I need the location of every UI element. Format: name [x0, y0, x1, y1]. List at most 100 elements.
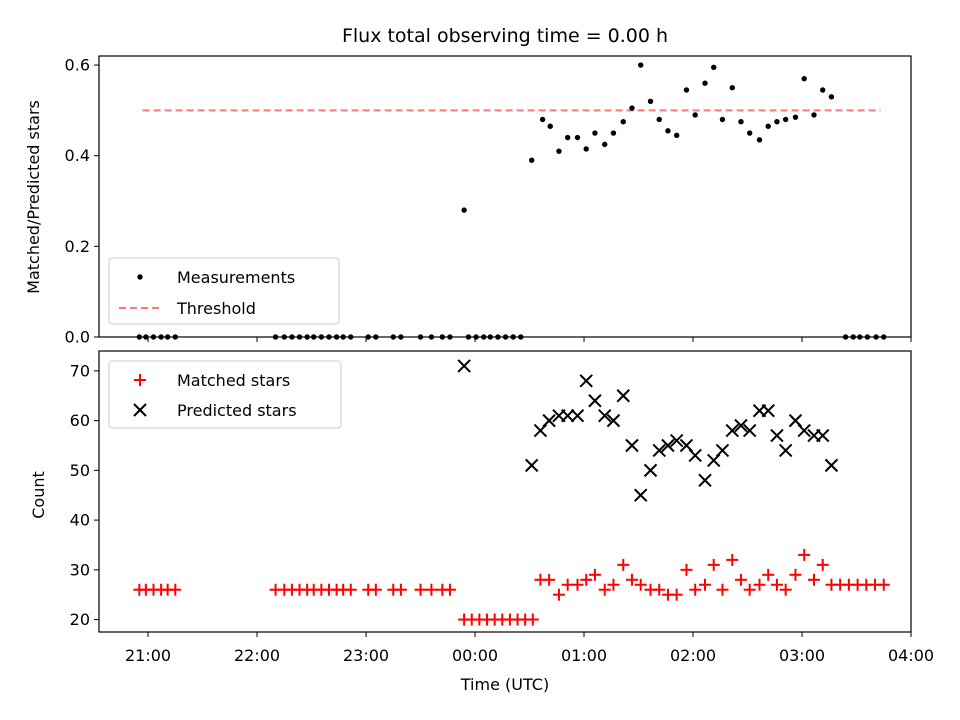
predicted-stars-point	[669, 433, 684, 448]
matched-stars-point	[770, 578, 783, 591]
measurement-point	[792, 114, 799, 120]
measurement-point	[647, 98, 654, 105]
measurement-point	[801, 75, 807, 82]
legend-measurements-marker	[137, 274, 143, 280]
matched-stars-point	[394, 583, 407, 596]
chart-title: Flux total observing time = 0.00 h	[342, 25, 668, 47]
measurement-point	[665, 128, 671, 134]
legend-measurements-label: Measurements	[177, 268, 295, 287]
measurement-point	[711, 64, 717, 71]
matched-stars-point	[680, 563, 693, 576]
matched-stars-point	[425, 583, 438, 596]
predicted-stars-point	[734, 418, 748, 433]
matched-stars-point	[807, 573, 820, 586]
predicted-stars-point	[588, 394, 602, 408]
predicted-stars-point	[688, 448, 702, 463]
y-tick-label: 70	[70, 361, 90, 380]
legend-matched-marker	[134, 374, 146, 386]
predicted-stars-point	[616, 389, 630, 403]
x-axis-label: Time (UTC)	[460, 675, 549, 694]
x-tick-label: 21:00	[125, 646, 171, 665]
matched-stars-point	[617, 558, 630, 571]
measurement-point	[683, 87, 690, 93]
x-tick-label: 00:00	[452, 646, 498, 665]
measurement-point	[765, 123, 771, 129]
predicted-stars-point	[633, 488, 648, 502]
predicted-stars-point	[652, 443, 666, 458]
matched-stars-point	[571, 578, 584, 591]
predicted-stars-point	[770, 428, 784, 443]
legend-predicted-marker	[133, 403, 147, 417]
matched-stars-point	[625, 573, 638, 586]
matched-stars-point	[734, 573, 747, 586]
matched-stars-point	[699, 578, 712, 591]
predicted-stars-point	[824, 458, 839, 473]
matched-stars-point	[344, 583, 357, 596]
predicted-stars-point	[778, 443, 793, 458]
x-tick-label: 02:00	[670, 646, 716, 665]
y-tick-label: 30	[70, 560, 90, 579]
matched-stars-point	[607, 578, 620, 591]
measurement-point	[620, 119, 626, 125]
predicted-stars-point	[698, 473, 712, 488]
predicted-stars-point	[598, 408, 612, 423]
matched-stars-point	[753, 578, 766, 591]
measurement-point	[673, 132, 680, 139]
measurement-point	[539, 116, 546, 123]
top-legend: Measurements Threshold	[108, 257, 340, 325]
predicted-stars-point	[560, 408, 575, 423]
measurement-point	[756, 137, 763, 143]
measurement-point	[461, 207, 467, 213]
matched-stars-point	[414, 583, 427, 596]
top-legend-box	[108, 257, 340, 325]
measurement-point	[592, 130, 598, 136]
matched-stars-point	[369, 583, 382, 596]
measurement-point	[547, 123, 553, 129]
measurement-point	[610, 130, 617, 136]
predicted-stars-point	[579, 374, 593, 388]
top-y-axis-label: Matched/Predicted stars	[24, 100, 43, 294]
measurement-point	[729, 85, 735, 91]
measurement-point	[692, 112, 698, 118]
matched-stars-point	[653, 583, 666, 596]
y-tick-label: 0.2	[65, 237, 90, 256]
predicted-stars-point	[725, 423, 739, 438]
y-tick-label: 0.6	[65, 56, 90, 75]
legend-threshold-label: Threshold	[176, 299, 256, 318]
matched-stars-point	[798, 548, 811, 561]
matched-stars-point	[726, 553, 739, 566]
predicted-stars-point	[661, 438, 675, 453]
x-tick-label: 04:00	[888, 646, 934, 665]
bottom-legend-box	[108, 360, 342, 429]
matched-stars-point	[816, 558, 829, 571]
predicted-stars-point	[761, 403, 775, 418]
matched-stars-point	[779, 583, 792, 596]
measurement-point	[656, 116, 662, 123]
matched-stars-point	[689, 583, 702, 596]
matched-stars-point	[707, 558, 720, 571]
predicted-stars-point	[625, 438, 639, 453]
measurement-point	[811, 112, 817, 118]
measurement-point	[782, 116, 789, 123]
legend-predicted-label: Predicted stars	[177, 401, 297, 420]
measurement-point	[637, 62, 644, 68]
measurement-point	[564, 134, 571, 141]
y-tick-label: 0.0	[65, 328, 90, 347]
matched-stars-point	[762, 568, 775, 581]
measurement-point	[583, 146, 589, 152]
matched-stars-point	[670, 588, 683, 601]
y-tick-label: 50	[70, 461, 90, 480]
measurement-point	[820, 87, 826, 93]
measurement-point	[746, 130, 753, 136]
measurement-point	[702, 80, 708, 86]
predicted-stars-point	[606, 413, 621, 428]
measurement-point	[556, 148, 562, 154]
matched-stars-point	[598, 583, 611, 596]
y-tick-label: 60	[70, 411, 90, 430]
legend-matched-label: Matched stars	[177, 371, 290, 390]
bottom-panel-frame	[98, 350, 912, 633]
top-panel-frame	[98, 55, 912, 338]
predicted-stars-point	[715, 443, 730, 458]
matched-stars-point	[443, 583, 456, 596]
